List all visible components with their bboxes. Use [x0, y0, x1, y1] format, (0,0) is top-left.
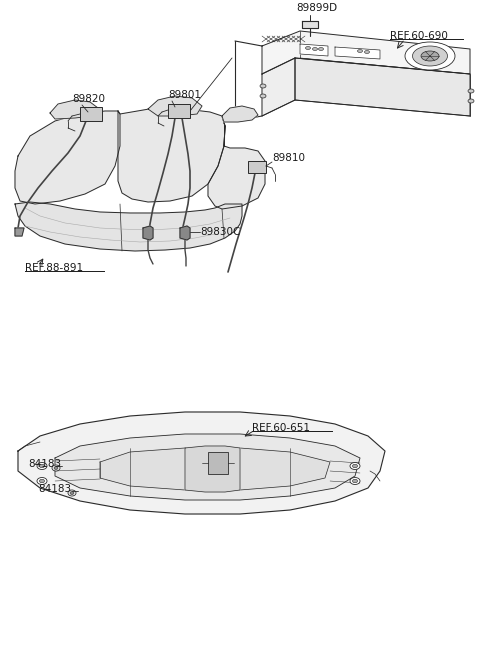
Text: 89830C: 89830C — [200, 227, 240, 237]
Bar — [168, 104, 190, 118]
Ellipse shape — [52, 465, 60, 471]
Polygon shape — [335, 47, 380, 59]
Text: 84183: 84183 — [38, 484, 71, 494]
Text: REF.60-651: REF.60-651 — [252, 423, 310, 433]
Ellipse shape — [468, 89, 474, 93]
Polygon shape — [50, 100, 98, 119]
Ellipse shape — [39, 464, 45, 468]
Text: 89820: 89820 — [72, 94, 105, 104]
Bar — [80, 107, 102, 121]
Polygon shape — [143, 226, 153, 240]
Polygon shape — [118, 108, 225, 202]
Polygon shape — [55, 434, 360, 500]
Bar — [208, 452, 228, 474]
Ellipse shape — [305, 47, 311, 49]
Ellipse shape — [421, 51, 439, 61]
Ellipse shape — [70, 491, 74, 495]
Polygon shape — [100, 448, 330, 490]
Ellipse shape — [37, 462, 47, 470]
Polygon shape — [18, 412, 385, 514]
Text: 89899D: 89899D — [296, 3, 337, 13]
Text: REF.60-690: REF.60-690 — [390, 31, 448, 41]
Ellipse shape — [319, 47, 324, 51]
Polygon shape — [300, 44, 328, 56]
Ellipse shape — [352, 480, 358, 483]
Ellipse shape — [352, 464, 358, 468]
Text: 89810: 89810 — [272, 153, 305, 163]
Polygon shape — [180, 226, 190, 240]
Bar — [248, 161, 266, 173]
Text: 89801: 89801 — [168, 90, 201, 100]
Ellipse shape — [39, 480, 45, 483]
Polygon shape — [208, 116, 265, 209]
Ellipse shape — [412, 46, 447, 66]
Ellipse shape — [364, 51, 370, 54]
Polygon shape — [185, 446, 240, 492]
Polygon shape — [295, 58, 470, 116]
Polygon shape — [15, 228, 24, 236]
Polygon shape — [222, 106, 258, 122]
Ellipse shape — [37, 478, 47, 485]
Ellipse shape — [405, 42, 455, 70]
Ellipse shape — [260, 84, 266, 88]
Ellipse shape — [260, 94, 266, 98]
Ellipse shape — [350, 462, 360, 470]
Ellipse shape — [312, 47, 317, 51]
Ellipse shape — [350, 478, 360, 485]
Text: REF.88-891: REF.88-891 — [25, 263, 83, 273]
Polygon shape — [262, 31, 470, 74]
Polygon shape — [302, 21, 318, 28]
Polygon shape — [15, 202, 242, 251]
Polygon shape — [262, 58, 295, 116]
Ellipse shape — [68, 490, 76, 496]
Polygon shape — [148, 96, 202, 116]
Ellipse shape — [358, 49, 362, 52]
Ellipse shape — [468, 99, 474, 103]
Polygon shape — [15, 111, 120, 204]
Ellipse shape — [54, 466, 58, 470]
Text: 84183: 84183 — [28, 459, 61, 469]
